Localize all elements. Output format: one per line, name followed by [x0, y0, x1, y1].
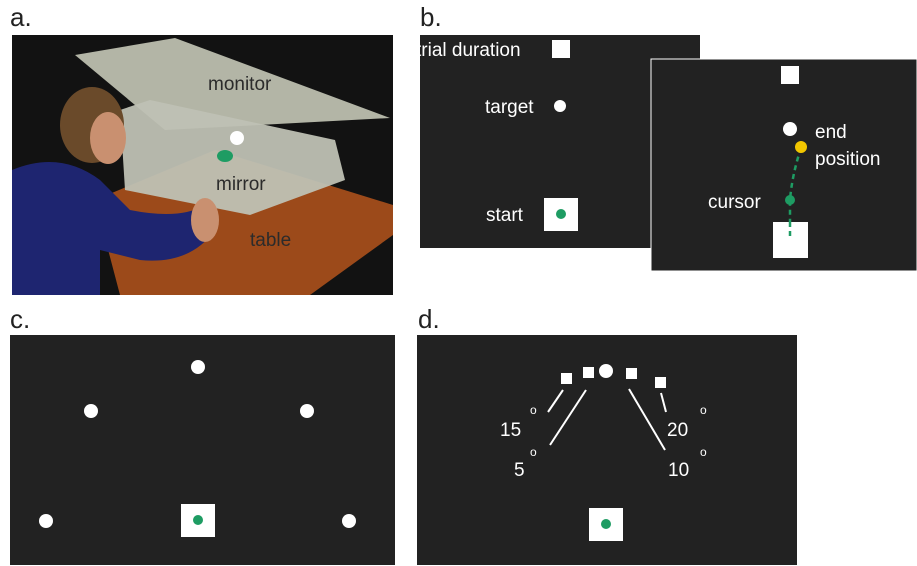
target-dot — [554, 100, 566, 112]
panel-label: c. — [10, 304, 30, 334]
panel-label: d. — [418, 304, 440, 334]
panel-label: a. — [10, 2, 32, 32]
mirror-label: mirror — [216, 174, 266, 195]
angle-label: 20 — [667, 420, 688, 441]
timer-square — [781, 66, 799, 84]
degree-sign: o — [530, 403, 537, 417]
start-cursor — [193, 515, 203, 525]
start-box — [773, 222, 808, 258]
trial-duration-label: trial duration — [416, 40, 521, 61]
timer-square — [552, 40, 570, 58]
start-label: start — [486, 205, 524, 226]
degree-sign: o — [530, 445, 537, 459]
angle-label: 5 — [514, 460, 525, 481]
setup-illustration — [12, 35, 393, 295]
cursor-dot — [785, 195, 795, 205]
degree-sign: o — [700, 403, 707, 417]
end-label: end — [815, 122, 847, 143]
panel-label: b. — [420, 2, 442, 32]
targets — [39, 360, 356, 528]
cursor-label: cursor — [708, 192, 761, 213]
start-cursor — [556, 209, 566, 219]
start-cursor — [601, 519, 611, 529]
leader-lines — [547, 388, 667, 451]
degree-sign: o — [700, 445, 707, 459]
target-label: target — [485, 97, 534, 118]
targets — [561, 364, 666, 388]
position-label: position — [815, 149, 881, 170]
angle-label: 15 — [500, 420, 521, 441]
monitor-label: monitor — [208, 74, 272, 95]
trajectory — [788, 147, 803, 240]
end-dot — [795, 141, 807, 153]
target-dot — [783, 122, 797, 136]
table-label: table — [250, 230, 291, 251]
angle-label: 10 — [668, 460, 689, 481]
